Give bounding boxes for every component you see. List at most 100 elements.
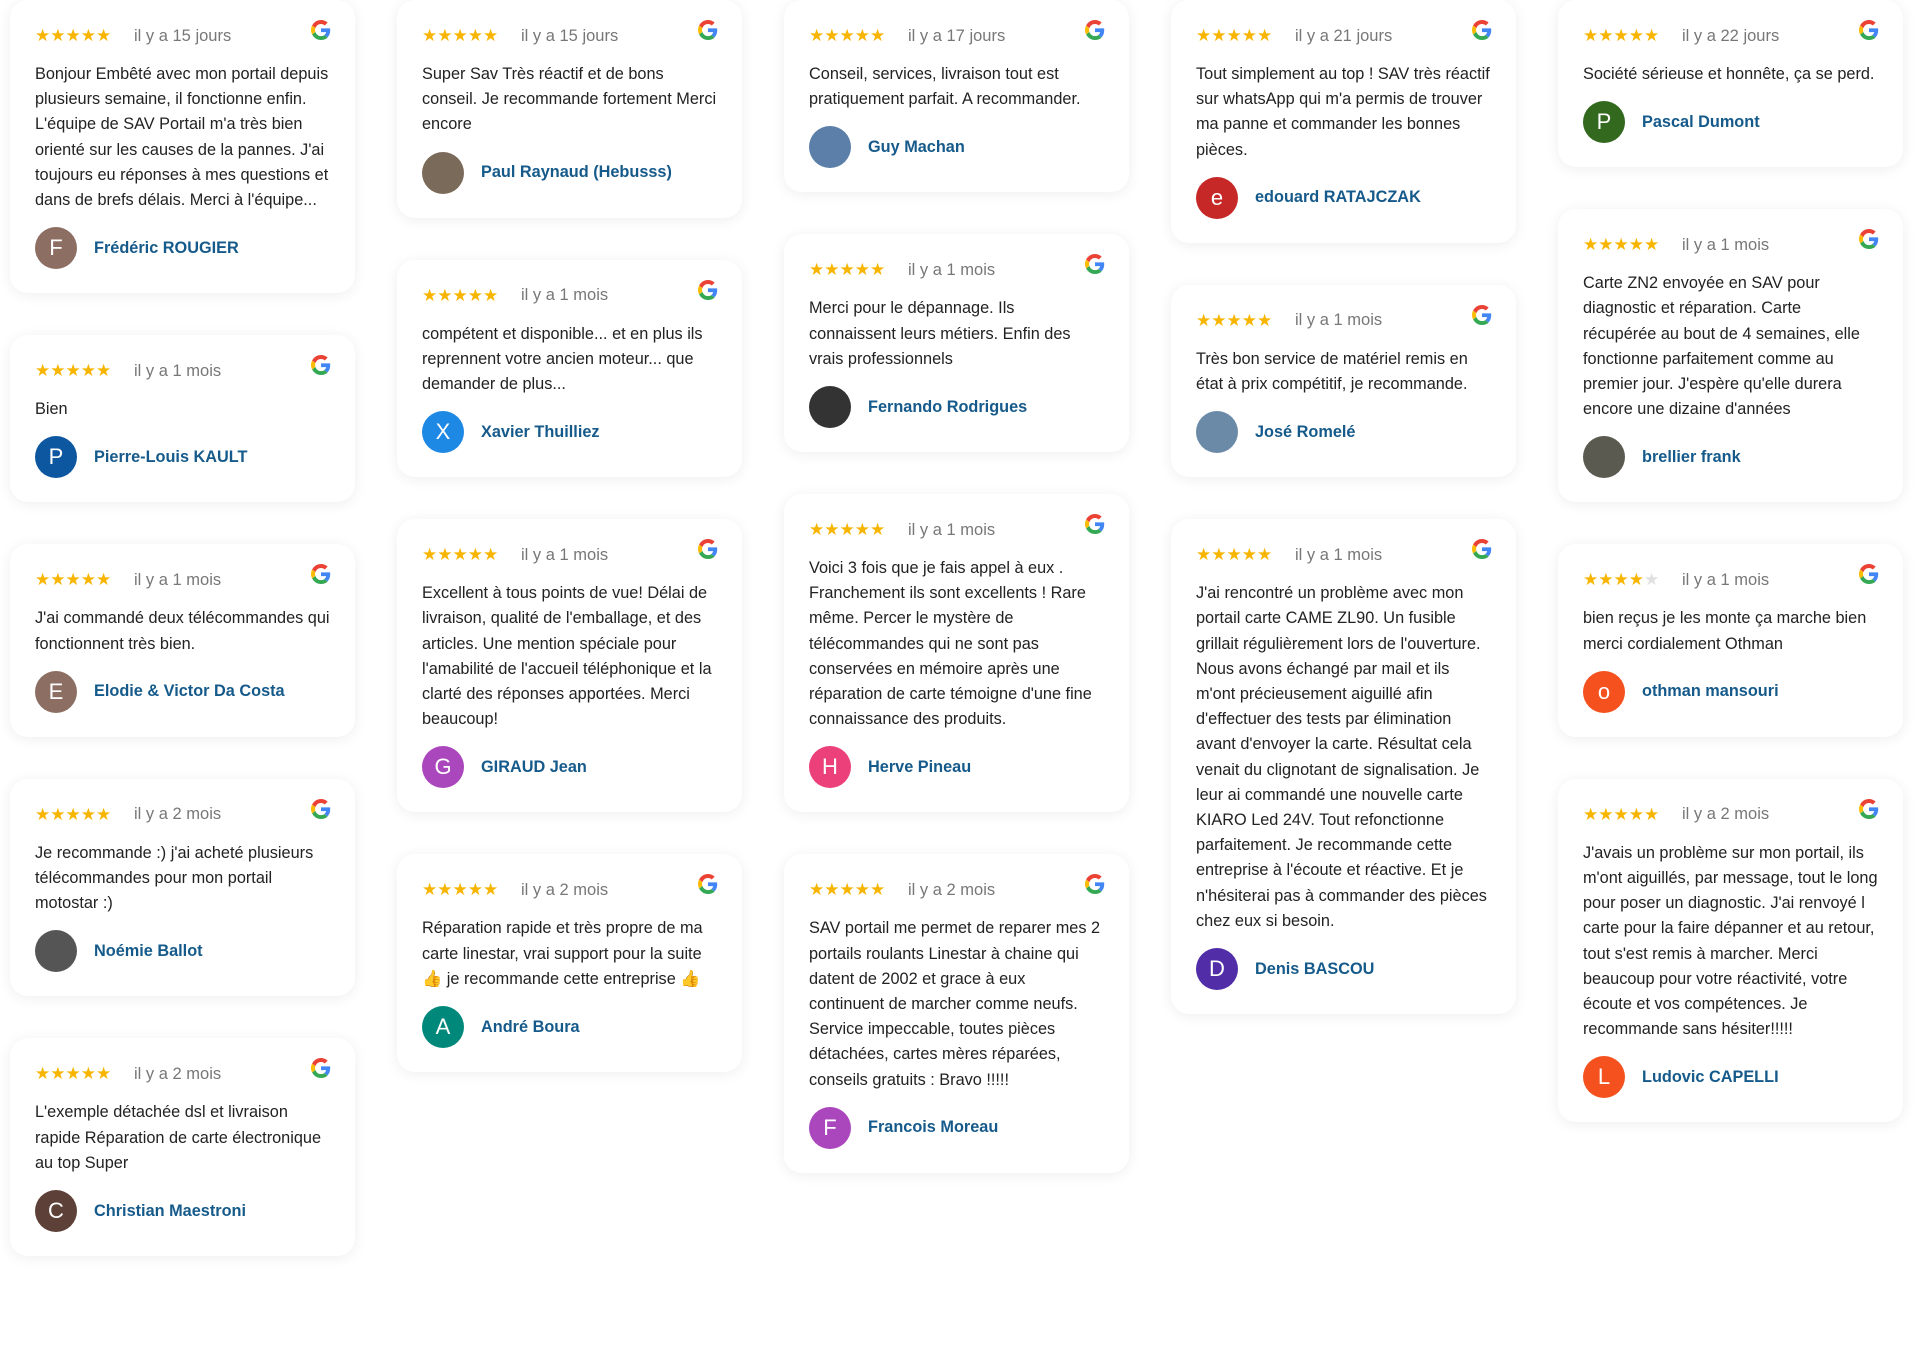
review-author[interactable]: P Pierre-Louis KAULT [35,436,330,479]
star-icon: ★ [1257,310,1273,330]
author-name[interactable]: brellier frank [1642,447,1741,466]
avatar[interactable] [35,930,77,973]
author-name[interactable]: Frédéric ROUGIER [94,238,239,257]
author-name[interactable]: Pascal Dumont [1642,112,1760,131]
avatar[interactable] [809,386,851,429]
review-author[interactable]: brellier frank [1583,436,1878,479]
avatar[interactable]: P [35,436,77,479]
google-icon[interactable] [698,20,718,40]
review-author[interactable]: e edouard RATAJCZAK [1196,176,1491,219]
author-name[interactable]: Christian Maestroni [94,1201,246,1220]
author-name[interactable]: edouard RATAJCZAK [1255,188,1421,207]
author-name[interactable]: Ludovic CAPELLI [1642,1067,1779,1086]
google-icon[interactable] [1085,874,1105,895]
review-author[interactable]: E Elodie & Victor Da Costa [35,670,330,713]
star-icon: ★ [467,880,483,900]
google-icon[interactable] [1085,254,1105,275]
avatar[interactable]: L [1583,1056,1625,1099]
star-icon: ★ [839,26,855,45]
author-name[interactable]: othman mansouri [1642,682,1779,701]
avatar[interactable]: D [1196,948,1238,991]
review-header: ★★★★★ il y a 22 jours [1583,22,1878,50]
review-author[interactable]: José Romelé [1196,411,1491,454]
author-name[interactable]: Herve Pineau [868,757,972,776]
google-icon[interactable] [1472,20,1492,40]
review-author[interactable]: F Frédéric ROUGIER [35,227,330,270]
google-icon[interactable] [311,564,331,585]
review-author[interactable]: D Denis BASCOU [1196,948,1491,991]
star-icon: ★ [1226,310,1242,330]
review-author[interactable]: Fernando Rodrigues [809,386,1104,429]
review-author[interactable]: X Xavier Thuilliez [422,411,717,454]
google-icon[interactable] [698,874,718,895]
google-icon[interactable] [311,20,331,40]
star-icon: ★ [1628,26,1644,45]
review-date: il y a 2 mois [521,880,609,899]
star-rating: ★★★★★ [1583,570,1668,590]
review-author[interactable]: G GIRAUD Jean [422,746,717,789]
avatar[interactable] [1583,436,1625,479]
author-name[interactable]: Noémie Ballot [94,941,203,960]
avatar[interactable]: F [809,1106,851,1149]
star-icon: ★ [854,260,870,280]
avatar[interactable]: e [1196,176,1238,219]
google-icon[interactable] [1472,304,1492,325]
author-name[interactable]: José Romelé [1255,422,1356,441]
author-name[interactable]: Elodie & Victor Da Costa [94,682,285,701]
google-icon[interactable] [698,539,718,560]
google-icon[interactable] [1859,798,1879,819]
review-author[interactable]: F Francois Moreau [809,1106,1104,1149]
avatar[interactable]: X [422,411,464,454]
review-header: ★★★★★ il y a 1 mois [809,256,1104,284]
author-name[interactable]: André Boura [481,1017,580,1036]
review-author[interactable]: Guy Machan [809,126,1104,169]
avatar[interactable]: C [35,1190,77,1233]
avatar[interactable] [809,126,851,169]
review-card: ★★★★★ il y a 1 mois Très bon service de … [1171,284,1516,478]
author-name[interactable]: Xavier Thuilliez [481,422,600,441]
review-author[interactable]: C Christian Maestroni [35,1190,330,1233]
review-author[interactable]: P Pascal Dumont [1583,101,1878,144]
review-author[interactable]: L Ludovic CAPELLI [1583,1056,1878,1099]
google-icon[interactable] [311,355,331,376]
review-author[interactable]: Noémie Ballot [35,930,330,973]
google-icon[interactable] [1085,20,1105,40]
author-name[interactable]: Paul Raynaud (Hebusss) [481,163,672,182]
author-name[interactable]: Francois Moreau [868,1118,999,1137]
avatar[interactable]: A [422,1006,464,1049]
avatar[interactable]: F [35,227,77,270]
star-rating: ★★★★★ [809,880,894,900]
google-icon[interactable] [1085,514,1105,535]
review-author[interactable]: H Herve Pineau [809,746,1104,789]
author-name[interactable]: Denis BASCOU [1255,959,1375,978]
star-icon: ★ [824,260,840,280]
star-icon: ★ [1644,804,1660,824]
review-card: ★★★★★ il y a 1 mois Voici 3 fois que je … [784,494,1129,813]
star-icon: ★ [452,880,468,900]
google-icon[interactable] [1859,20,1879,40]
avatar[interactable] [422,151,464,194]
google-icon[interactable] [311,1058,331,1079]
author-name[interactable]: Fernando Rodrigues [868,397,1028,416]
avatar[interactable]: P [1583,101,1625,144]
review-author[interactable]: Paul Raynaud (Hebusss) [422,151,717,194]
author-name[interactable]: Guy Machan [868,137,965,156]
author-name[interactable]: Pierre-Louis KAULT [94,447,248,466]
avatar[interactable]: o [1583,670,1625,713]
avatar[interactable]: G [422,746,464,789]
avatar[interactable]: H [809,746,851,789]
google-icon[interactable] [1859,229,1879,250]
author-name[interactable]: GIRAUD Jean [481,757,587,776]
review-author[interactable]: o othman mansouri [1583,670,1878,713]
google-icon[interactable] [1472,539,1492,560]
star-icon: ★ [80,1064,96,1084]
google-icon[interactable] [311,798,331,819]
google-icon[interactable] [698,279,718,300]
review-author[interactable]: A André Boura [422,1006,717,1049]
avatar[interactable]: E [35,670,77,713]
review-card: ★★★★★ il y a 2 mois L'exemple détachée d… [10,1038,355,1257]
avatar[interactable] [1196,411,1238,454]
google-icon[interactable] [1859,564,1879,585]
star-icon: ★ [1628,235,1644,255]
star-icon: ★ [422,285,438,305]
